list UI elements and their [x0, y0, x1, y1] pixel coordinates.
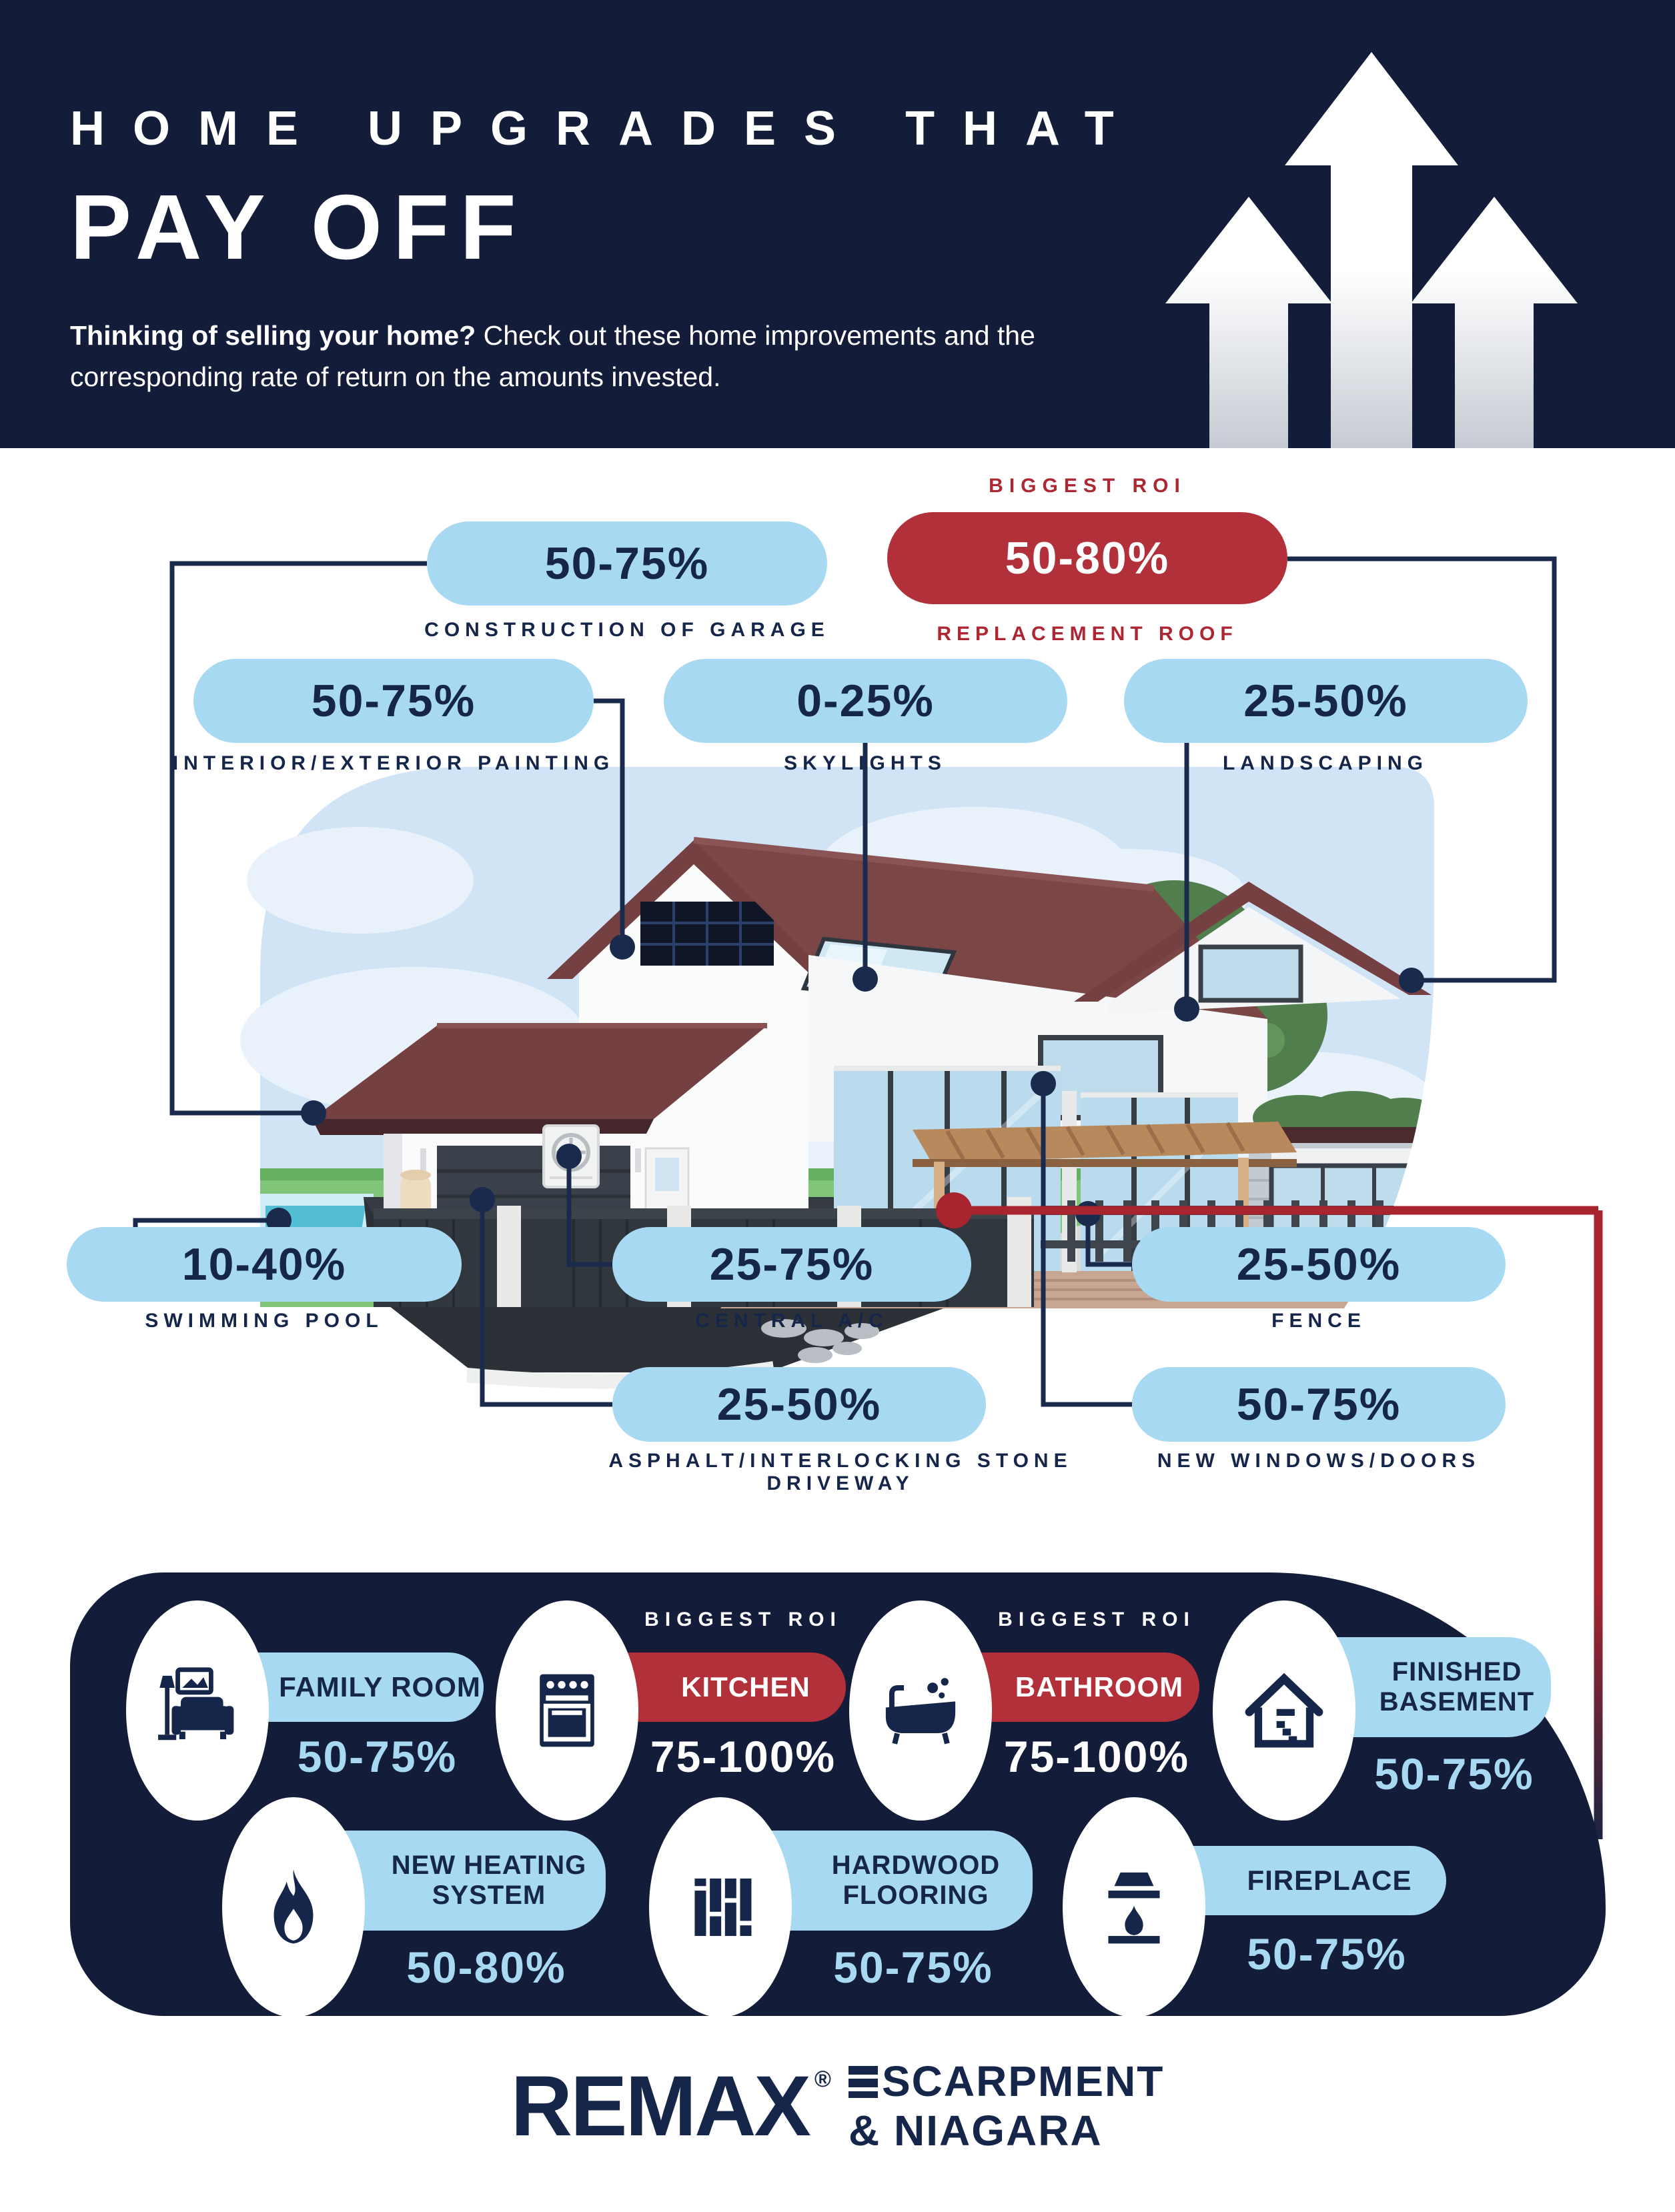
callout-central-ac-label: CENTRAL A/C	[695, 1310, 889, 1332]
callout-fence: 25-50%	[1132, 1227, 1506, 1302]
bathroom-value: 75-100%	[1003, 1732, 1190, 1781]
family-room-value: 50-75%	[297, 1732, 458, 1781]
kitchen-value: 75-100%	[650, 1732, 836, 1781]
hardwood-flooring-value: 50-75%	[833, 1943, 993, 1992]
callout-skylights-label: SKYLIGHTS	[784, 752, 947, 774]
callout-swimming-pool-label: SWIMMING POOL	[145, 1310, 384, 1332]
biggest-roi-badge: BIGGEST ROI	[989, 475, 1186, 497]
new-heating-system-value: 50-80%	[406, 1943, 566, 1992]
callout-construction-of-garage-label: CONSTRUCTION OF GARAGE	[424, 619, 830, 641]
callout-painting: 50-75%	[193, 659, 594, 743]
callout-asphalt-driveway: 25-50%	[612, 1367, 986, 1442]
sofa-icon	[158, 1667, 234, 1741]
brokerage-name: SCARPMENT & NIAGARA	[848, 2057, 1165, 2155]
new-heating-system-circle	[222, 1797, 365, 2017]
fireplace-value: 50-75%	[1247, 1929, 1407, 1979]
page-title-line2: PAY OFF	[70, 176, 527, 279]
callout-central-ac: 25-75%	[612, 1227, 971, 1302]
bathtub-icon	[885, 1678, 956, 1745]
finished-basement-value: 50-75%	[1374, 1749, 1534, 1799]
callout-landscaping-label: LANDSCAPING	[1222, 752, 1428, 774]
flooring-icon	[694, 1878, 752, 1937]
finished-basement-circle	[1213, 1600, 1355, 1821]
kitchen-circle	[496, 1600, 638, 1821]
callout-skylights: 0-25%	[664, 659, 1067, 743]
flame-icon	[273, 1869, 314, 1944]
intro-text: Thinking of selling your home? Check out…	[70, 320, 1035, 392]
callout-construction-of-garage: 50-75%	[427, 521, 827, 606]
growth-arrows-icon	[1165, 52, 1578, 448]
basement-icon	[1245, 1673, 1323, 1748]
callout-replacement-roof-label: REPLACEMENT ROOF	[937, 623, 1238, 645]
fireplace-icon	[1108, 1872, 1160, 1944]
callout-fence-label: FENCE	[1271, 1310, 1366, 1332]
stylized-e-icon	[848, 2065, 878, 2098]
callout-asphalt-driveway-label: ASPHALT/INTERLOCKING STONE DRIVEWAY	[608, 1450, 1073, 1494]
callout-landscaping: 25-50%	[1124, 659, 1528, 743]
callout-replacement-roof: 50-80%	[887, 512, 1287, 604]
callout-swimming-pool: 10-40%	[67, 1227, 462, 1302]
footer-brand: REMAX ® SCARPMENT & NIAGARA	[0, 2057, 1675, 2155]
hardwood-flooring-circle	[649, 1797, 792, 2017]
kitchen-biggest-roi: BIGGEST ROI	[644, 1608, 842, 1630]
page-title-line1: HOME UPGRADES THAT	[70, 102, 1142, 155]
callout-painting-label: INTERIOR/EXTERIOR PAINTING	[172, 752, 615, 774]
fireplace-circle	[1063, 1797, 1205, 2017]
bathroom-circle	[849, 1600, 992, 1821]
callout-new-windows-doors-label: NEW WINDOWS/DOORS	[1157, 1450, 1481, 1472]
bathroom-biggest-roi: BIGGEST ROI	[998, 1608, 1195, 1630]
family-room-circle	[126, 1600, 269, 1821]
stove-icon	[540, 1674, 594, 1747]
registered-mark: ®	[814, 2067, 831, 2092]
callout-new-windows-doors: 50-75%	[1132, 1367, 1506, 1442]
remax-wordmark: REMAX	[510, 2059, 811, 2155]
header-band: HOME UPGRADES THAT PAY OFF Thinking of s…	[0, 0, 1675, 448]
